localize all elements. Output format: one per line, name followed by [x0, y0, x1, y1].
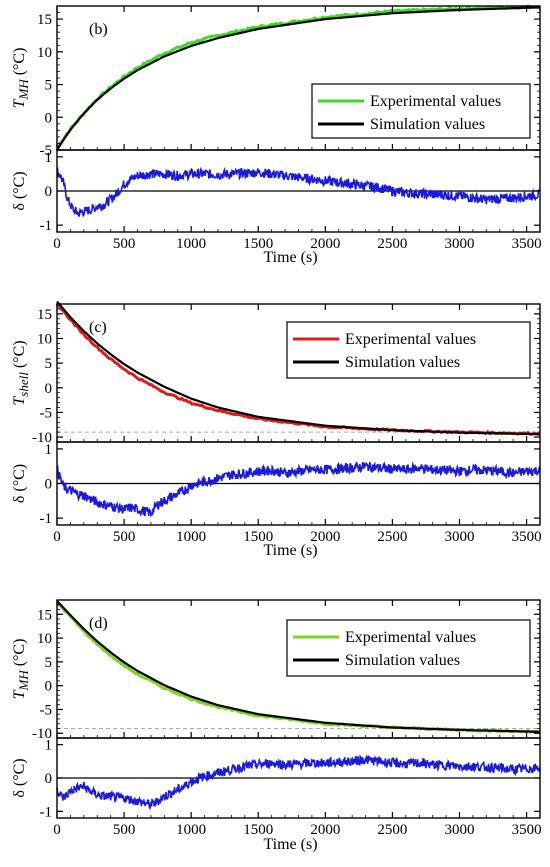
- y-tick-label: 10: [37, 45, 52, 61]
- y-axis-label: TMH (°C): [11, 48, 31, 109]
- panel-label: (c): [89, 319, 107, 336]
- y-tick-label: 5: [45, 655, 53, 671]
- x-tick-label: 2000: [310, 529, 340, 545]
- y-tick-label: 5: [45, 78, 53, 94]
- residual-y-axis-label: δ (°C): [11, 171, 28, 210]
- y-tick-label: 15: [37, 607, 52, 623]
- x-tick-label: 2500: [377, 529, 407, 545]
- y-tick-label: 0: [45, 381, 53, 397]
- panel-label: (b): [89, 21, 108, 38]
- x-tick-label: 0: [53, 529, 61, 545]
- y-tick-label: -1: [40, 511, 53, 527]
- y-tick-label: -5: [40, 405, 53, 421]
- legend-box: [311, 83, 531, 139]
- y-axis-label: TMH (°C): [11, 639, 31, 700]
- y-axis-label: Tshell (°C): [11, 340, 31, 405]
- x-tick-label: 3500: [512, 822, 542, 838]
- x-tick-label: 3000: [445, 822, 475, 838]
- x-tick-label: 2000: [310, 236, 340, 252]
- y-tick-label: 0: [45, 184, 53, 200]
- panel-label: (d): [89, 615, 108, 632]
- y-tick-label: -5: [40, 143, 53, 159]
- y-tick-label: -1: [40, 218, 53, 234]
- series-line-simulation: [56, 600, 541, 733]
- legend-label: Experimental values: [345, 331, 476, 348]
- y-tick-label: -5: [40, 702, 53, 718]
- y-tick-label: 10: [37, 631, 52, 647]
- x-tick-label: 1500: [243, 529, 273, 545]
- y-tick-label: 10: [37, 332, 52, 348]
- legend-box: [286, 321, 531, 379]
- x-tick-label: 3000: [445, 529, 475, 545]
- y-tick-label: -10: [32, 726, 52, 742]
- x-tick-label: 500: [113, 822, 136, 838]
- legend-box: [286, 619, 531, 677]
- legend-label: Simulation values: [370, 116, 485, 133]
- residual-line: [56, 753, 541, 811]
- x-tick-label: 1000: [176, 529, 206, 545]
- x-tick-label: 2500: [377, 236, 407, 252]
- series-line-simulation: [56, 300, 541, 436]
- x-tick-label: 3500: [512, 529, 542, 545]
- y-tick-label: 0: [45, 477, 53, 493]
- y-tick-label: 15: [37, 12, 52, 28]
- x-tick-label: 0: [53, 236, 61, 252]
- x-tick-label: 1000: [176, 822, 206, 838]
- residual-line: [56, 166, 541, 218]
- x-tick-label: 500: [113, 236, 136, 252]
- x-tick-label: 2000: [310, 822, 340, 838]
- legend-label: Simulation values: [345, 354, 460, 371]
- x-tick-label: 3000: [445, 236, 475, 252]
- residual-y-axis-label: δ (°C): [11, 758, 28, 797]
- y-tick-label: 1: [45, 738, 53, 754]
- x-tick-label: 3500: [512, 236, 542, 252]
- x-axis-label: Time (s): [263, 542, 317, 559]
- y-tick-label: 1: [45, 150, 53, 166]
- y-tick-label: -1: [40, 804, 53, 820]
- x-axis-label: Time (s): [263, 836, 317, 853]
- x-tick-label: 2500: [377, 822, 407, 838]
- y-tick-label: 15: [37, 307, 52, 323]
- legend-label: Experimental values: [345, 629, 476, 646]
- x-tick-label: 1500: [243, 236, 273, 252]
- x-tick-label: 1500: [243, 822, 273, 838]
- residual-line: [56, 460, 541, 518]
- y-tick-label: 0: [45, 679, 53, 695]
- y-tick-label: -10: [32, 430, 52, 446]
- y-tick-label: 0: [45, 771, 53, 787]
- x-axis-label: Time (s): [263, 249, 317, 266]
- residual-y-axis-label: δ (°C): [11, 464, 28, 503]
- x-tick-label: 500: [113, 529, 136, 545]
- legend-label: Experimental values: [370, 93, 501, 110]
- y-tick-label: 1: [45, 442, 53, 458]
- x-tick-label: 0: [53, 822, 61, 838]
- legend-label: Simulation values: [345, 652, 460, 669]
- x-tick-label: 1000: [176, 236, 206, 252]
- y-tick-label: 0: [45, 110, 53, 126]
- y-tick-label: 5: [45, 356, 53, 372]
